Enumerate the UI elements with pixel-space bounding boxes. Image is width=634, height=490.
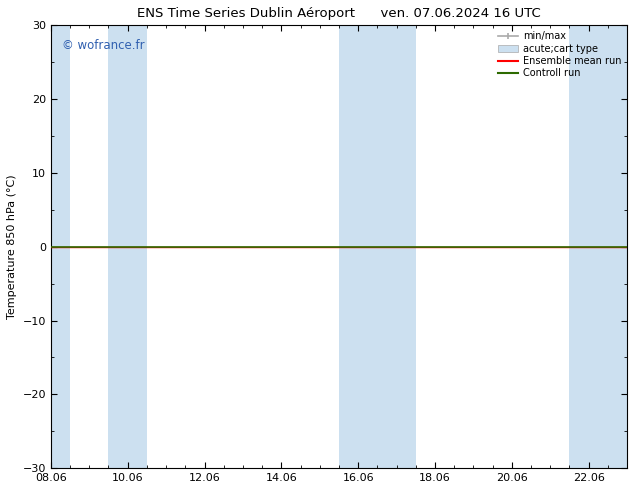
Bar: [339, 25, 377, 468]
Text: © wofrance.fr: © wofrance.fr: [62, 39, 145, 51]
Y-axis label: Temperature 850 hPa (°C): Temperature 850 hPa (°C): [7, 174, 17, 319]
Title: ENS Time Series Dublin Aéroport      ven. 07.06.2024 16 UTC: ENS Time Series Dublin Aéroport ven. 07.…: [137, 7, 541, 20]
Legend: min/max, acute;cart type, Ensemble mean run, Controll run: min/max, acute;cart type, Ensemble mean …: [495, 27, 625, 82]
Bar: [377, 25, 416, 468]
Bar: [569, 25, 608, 468]
Bar: [608, 25, 627, 468]
Bar: [51, 25, 70, 468]
Bar: [108, 25, 147, 468]
